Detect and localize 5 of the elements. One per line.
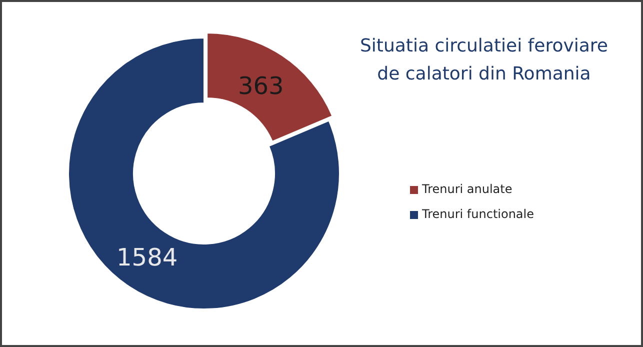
legend-label: Trenuri anulate — [421, 182, 512, 196]
legend-label: Trenuri functionale — [421, 207, 534, 222]
text: Situatia circulatiei feroviare de calatori din Romania — [360, 36, 608, 85]
data-label: 363 — [238, 72, 284, 100]
data-label: 1584 — [116, 244, 178, 272]
